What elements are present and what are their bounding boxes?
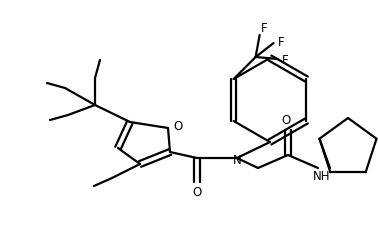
Text: NH: NH (313, 169, 331, 183)
Text: O: O (174, 119, 183, 133)
Text: N: N (232, 154, 242, 167)
Text: F: F (261, 21, 268, 35)
Text: O: O (281, 114, 291, 127)
Text: O: O (192, 187, 201, 199)
Text: F: F (282, 55, 289, 68)
Text: F: F (278, 36, 285, 50)
